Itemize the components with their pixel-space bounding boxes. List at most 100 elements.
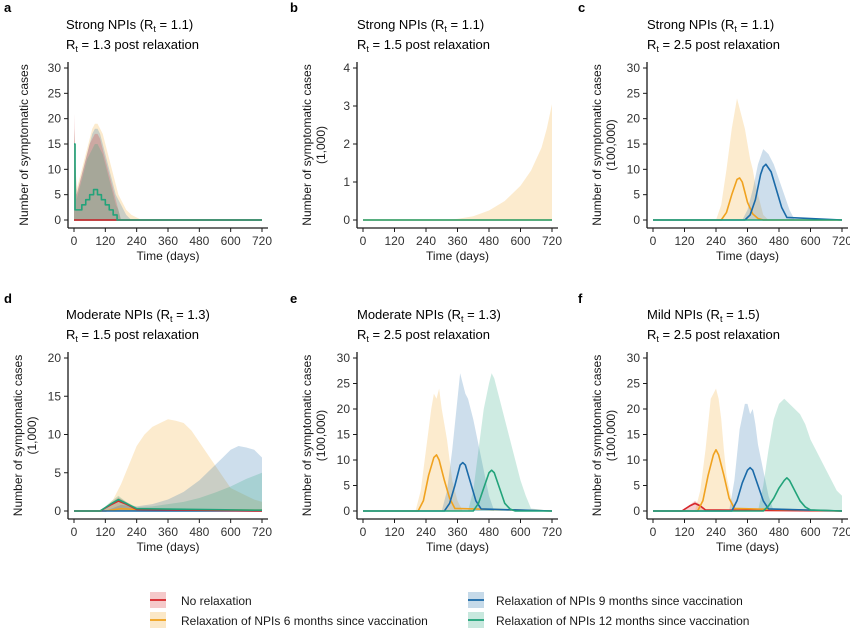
panel-d-bands [74,419,262,511]
panel-c-x-tick-label: 0 [650,234,657,248]
panel-a-band-relax-6m [74,123,262,220]
panel-e-y-label: Number of symptomatic cases [300,355,314,516]
panel-a-bands [74,113,262,220]
panel-d-band-relax-9m [74,445,262,511]
panel-a-x-tick-label: 240 [127,234,147,248]
panel-c-x-tick-label: 240 [706,234,726,248]
legend-item-relax-6m: Relaxation of NPIs 6 months since vaccin… [150,612,428,628]
panel-e-x-tick-label: 720 [542,525,562,539]
legend: No relaxation Relaxation of NPIs 6 month… [150,592,749,628]
panel-c-bands [653,98,842,220]
panel-e-y-tick-label: 20 [337,402,351,416]
panel-e-band-relax-9m [363,373,552,511]
panel-c-x-tick-label: 600 [800,234,820,248]
panel-b-band-relax-6m [363,104,552,220]
panel-b-x-tick-label: 360 [447,234,467,248]
panel-e-y-tick-label: 10 [337,453,351,467]
panel-a-y-tick-label: 25 [48,86,62,100]
panel-f-band-relax-9m [653,403,842,511]
panel-f-y-tick-label: 10 [627,453,641,467]
panel-a-band-relax-12m [74,144,262,220]
panel-d: d Moderate NPIs (Rt = 1.3) Rt = 1.5 post r… [4,291,272,554]
panel-b-y-tick-label: 0 [343,213,350,227]
panel-b: b Strong NPIs (Rt = 1.1) Rt = 1.5 post rel… [290,0,562,263]
panel-d-x-tick-label: 120 [95,525,115,539]
panel-a-y-tick-label: 15 [48,137,62,151]
panel-d-x-tick-label: 360 [158,525,178,539]
panel-d-line-relax-12m [74,498,263,512]
panel-f-title: Mild NPIs (Rt = 1.5) [647,307,760,324]
panel-e-x-tick-label: 0 [360,525,367,539]
panel-c-line-relax-6m [653,177,842,221]
panel-b-x-tick-label: 120 [384,234,404,248]
panel-d-y-label-unit: (1,000) [25,416,39,454]
panel-b-x-tick-label: 240 [416,234,436,248]
legend-label-no-relaxation: No relaxation [181,594,252,608]
panel-b-y-label-unit: (1,000) [314,126,328,164]
panel-c-y-tick-label: 0 [633,213,640,227]
panel-a-x-tick-label: 600 [221,234,241,248]
panel-f-bands [653,388,842,511]
panel-b-x-tick-label: 600 [510,234,530,248]
panel-c-x-tick-label: 120 [674,234,694,248]
panel-b-x-tick-label: 480 [479,234,499,248]
panel-e-y-tick-label: 25 [337,377,351,391]
panel-c-y-label-unit: (100,000) [604,119,618,170]
panel-e-title: Moderate NPIs (Rt = 1.3) [357,307,501,324]
panel-f-y-tick-label: 20 [627,402,641,416]
panel-c-line-relax-9m [653,163,843,221]
legend-item-relax-12m: Relaxation of NPIs 12 months since vacci… [468,612,749,628]
panel-a-lines [74,143,262,221]
panel-d-y-tick-label: 20 [48,351,62,365]
panel-f-band-relax-12m [653,398,842,511]
legend-item-no-relaxation: No relaxation [150,592,252,608]
panel-d-x-tick-label: 720 [252,525,272,539]
panel-f-lines [653,449,843,512]
panel-letter-a: a [4,0,12,15]
panel-e-bands [363,373,552,511]
panel-a-y-tick-label: 10 [48,162,62,176]
panels-layer: a Strong NPIs (Rt = 1.1) Rt = 1.3 post rel… [4,0,850,554]
panel-a-x-tick-label: 720 [252,234,272,248]
panel-a-line-relax-12m [74,143,262,221]
panel-c-y-tick-label: 20 [627,112,641,126]
panel-f-band-no-relaxation [653,500,842,511]
panel-b-y-tick-label: 3 [343,99,350,113]
panel-e-subtitle: Rt = 2.5 post relaxation [357,327,490,344]
panel-d-x-tick-label: 240 [127,525,147,539]
panel-f-x-tick-label: 480 [769,525,789,539]
panel-f-x-tick-label: 360 [737,525,757,539]
panel-b-y-tick-label: 4 [343,61,350,75]
legend-label-relax-12m: Relaxation of NPIs 12 months since vacci… [496,614,749,628]
panel-e-y-tick-label: 15 [337,428,351,442]
panel-f-y-tick-label: 30 [627,351,641,365]
panel-d-y-tick-label: 0 [54,504,61,518]
panel-a-y-tick-label: 20 [48,112,62,126]
panel-c: c Strong NPIs (Rt = 1.1) Rt = 2.5 post rel… [578,0,850,263]
panel-letter-b: b [290,0,298,15]
panel-c-y-tick-label: 5 [633,188,640,202]
panel-a-band-relax-9m [74,128,262,220]
panel-e-y-tick-label: 0 [343,504,350,518]
panel-e-lines [363,454,553,512]
panel-d-y-tick-label: 10 [48,428,62,442]
panel-d-x-tick-label: 0 [71,525,78,539]
panel-f-y-tick-label: 5 [633,479,640,493]
panel-c-x-label: Time (days) [716,249,779,263]
panel-f-subtitle: Rt = 2.5 post relaxation [647,327,780,344]
panel-f-x-tick-label: 0 [650,525,657,539]
panel-b-y-tick-label: 1 [343,175,350,189]
panel-b-bands [363,104,552,220]
panel-b-title: Strong NPIs (Rt = 1.1) [357,17,484,34]
panel-f-x-tick-label: 240 [706,525,726,539]
panel-c-y-label: Number of symptomatic cases [590,64,604,225]
panel-c-subtitle: Rt = 2.5 post relaxation [647,37,780,54]
panel-e-y-tick-label: 30 [337,351,351,365]
panel-a-title: Strong NPIs (Rt = 1.1) [66,17,193,34]
panel-b-y-label: Number of symptomatic cases [300,64,314,225]
panel-d-x-tick-label: 480 [189,525,209,539]
panel-f-x-label: Time (days) [716,540,779,554]
panel-e-x-tick-label: 240 [416,525,436,539]
panel-e: e Moderate NPIs (Rt = 1.3) Rt = 2.5 post r… [290,291,562,554]
